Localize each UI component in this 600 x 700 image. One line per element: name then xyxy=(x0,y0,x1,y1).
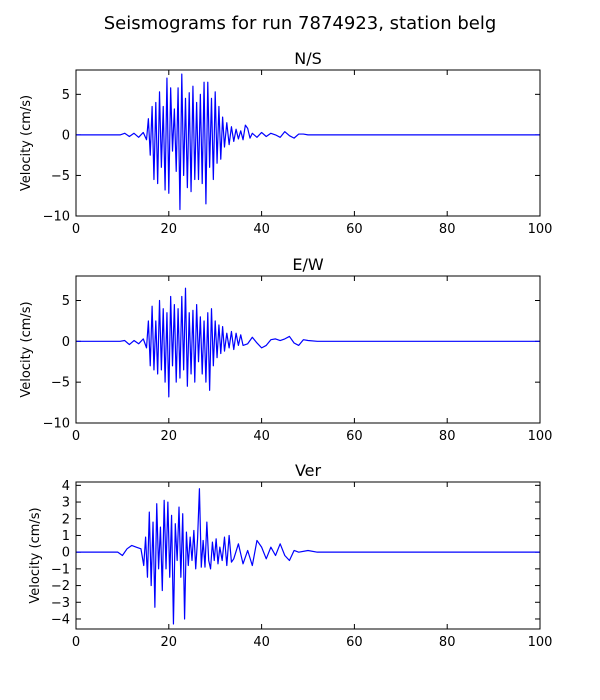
x-tick-label: 80 xyxy=(439,429,456,444)
x-tick-label: 0 xyxy=(72,635,80,650)
y-tick-label: −1 xyxy=(51,562,70,577)
x-tick-label: 80 xyxy=(439,222,456,237)
y-tick-label: 4 xyxy=(62,479,70,494)
velocity-trace xyxy=(76,287,540,398)
x-tick-label: 40 xyxy=(253,429,270,444)
y-tick-label: 5 xyxy=(62,294,70,309)
x-tick-label: 40 xyxy=(253,222,270,237)
velocity-trace xyxy=(76,73,540,211)
plot-frame xyxy=(75,481,541,630)
x-tick-label: 0 xyxy=(72,222,80,237)
plot-frame xyxy=(75,69,541,217)
plot-frame xyxy=(75,275,541,424)
y-tick-label: 5 xyxy=(62,88,70,103)
figure-title: Seismograms for run 7874923, station bel… xyxy=(104,13,497,34)
panel-title: N/S xyxy=(294,49,322,68)
y-axis-label: Velocity (cm/s) xyxy=(28,507,43,603)
x-tick-label: 20 xyxy=(161,222,178,237)
x-tick-label: 40 xyxy=(253,635,270,650)
x-tick-label: 100 xyxy=(528,635,553,650)
panel-n-s: N/S Velocity (cm/s) 0 20 40 60 80 100 −10 −5 0 5 xyxy=(19,49,552,237)
y-tick-label: −4 xyxy=(51,612,70,627)
y-tick-label: −10 xyxy=(43,210,70,225)
y-tick-label: −3 xyxy=(51,596,70,611)
x-tick-label: 20 xyxy=(161,429,178,444)
y-tick-label: 1 xyxy=(62,529,70,544)
x-tick-label: 100 xyxy=(528,222,553,237)
y-axis-label: Velocity (cm/s) xyxy=(19,95,34,191)
panel-title: Ver xyxy=(295,461,322,480)
y-tick-label: 0 xyxy=(62,128,70,143)
y-axis-label: Velocity (cm/s) xyxy=(19,301,34,397)
x-tick-label: 20 xyxy=(161,635,178,650)
x-tick-label: 60 xyxy=(346,222,363,237)
y-tick-label: 0 xyxy=(62,335,70,350)
x-tick-label: 0 xyxy=(72,429,80,444)
x-tick-label: 60 xyxy=(346,429,363,444)
y-tick-label: −5 xyxy=(51,169,70,184)
x-tick-label: 100 xyxy=(528,429,553,444)
y-tick-label: −10 xyxy=(43,417,70,432)
velocity-trace xyxy=(76,488,540,625)
y-tick-label: −2 xyxy=(51,579,70,594)
x-tick-label: 80 xyxy=(439,635,456,650)
panel-title: E/W xyxy=(292,255,324,274)
panel-e-w: E/W Velocity (cm/s) 0 20 40 60 80 100 −10 −5 0 5 xyxy=(19,255,552,444)
y-tick-label: 3 xyxy=(62,496,70,511)
y-tick-label: 0 xyxy=(62,546,70,561)
y-tick-label: 2 xyxy=(62,512,70,527)
y-tick-label: −5 xyxy=(51,376,70,391)
x-tick-label: 60 xyxy=(346,635,363,650)
